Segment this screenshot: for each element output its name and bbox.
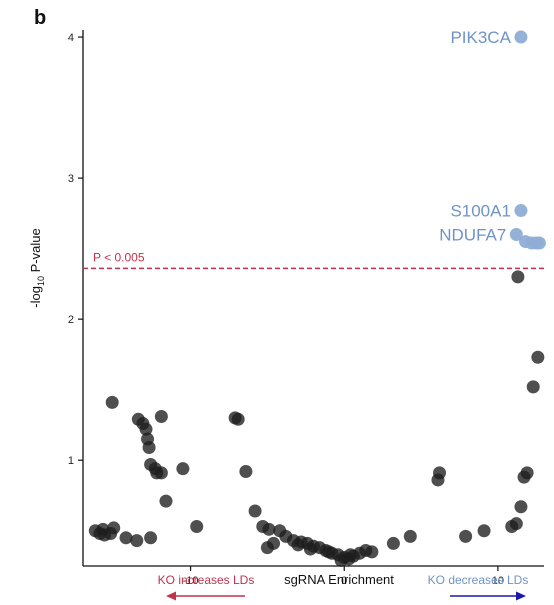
data-point bbox=[531, 350, 545, 364]
data-point bbox=[119, 531, 133, 545]
data-point bbox=[139, 422, 153, 436]
y-axis-title-subscript: 10 bbox=[36, 276, 46, 286]
gene-label: PIK3CA bbox=[450, 28, 511, 47]
data-point bbox=[365, 545, 379, 559]
right-arrow-label: KO decreases LDs bbox=[428, 573, 529, 587]
y-axis-title: -log10 P-value bbox=[28, 228, 46, 307]
data-point bbox=[248, 504, 262, 518]
data-point bbox=[105, 395, 119, 409]
data-point bbox=[154, 409, 168, 423]
x-axis-title: sgRNA Enrichment bbox=[284, 572, 394, 587]
threshold-label: P < 0.005 bbox=[93, 250, 145, 264]
data-point bbox=[403, 529, 417, 543]
x-tick-label: 10 bbox=[492, 575, 504, 587]
data-point bbox=[159, 494, 173, 508]
highlight-point bbox=[532, 236, 546, 250]
data-point bbox=[514, 500, 528, 514]
right-arrow-head bbox=[516, 591, 526, 601]
y-axis-title-tail: P-value bbox=[28, 228, 43, 276]
x-tick-label: 0 bbox=[341, 575, 347, 587]
data-point bbox=[154, 466, 168, 480]
data-point bbox=[386, 536, 400, 550]
x-tick-labels: -10 0 10 bbox=[183, 575, 504, 587]
data-points bbox=[88, 30, 546, 567]
data-point bbox=[176, 462, 190, 476]
left-arrow-head bbox=[166, 591, 176, 601]
data-point bbox=[291, 538, 305, 552]
y-tick-labels: 1 2 3 4 bbox=[68, 32, 74, 467]
right-arrow bbox=[450, 591, 526, 601]
y-axis-title-main: -log bbox=[28, 286, 43, 308]
data-point bbox=[231, 412, 245, 426]
left-arrow bbox=[166, 591, 245, 601]
data-point bbox=[511, 270, 525, 284]
highlight-point bbox=[514, 30, 528, 44]
y-tick-label: 1 bbox=[68, 455, 74, 467]
y-tick-label: 3 bbox=[68, 173, 74, 185]
data-point bbox=[130, 534, 144, 548]
data-point bbox=[107, 521, 121, 535]
gene-label: NDUFA7 bbox=[439, 226, 506, 245]
data-point bbox=[190, 520, 204, 534]
gene-label: S100A1 bbox=[450, 202, 511, 221]
data-point bbox=[517, 470, 531, 484]
data-point bbox=[343, 548, 357, 562]
left-arrow-label: KO increases LDs bbox=[158, 573, 255, 587]
panel-letter: b bbox=[34, 7, 46, 29]
x-tick-label: -10 bbox=[183, 575, 199, 587]
data-point bbox=[526, 380, 540, 394]
data-point bbox=[303, 542, 317, 556]
highlight-point bbox=[509, 228, 523, 242]
data-point bbox=[322, 545, 336, 559]
data-point bbox=[260, 541, 274, 555]
gene-labels: PIK3CA S100A1 NDUFA7 bbox=[439, 28, 511, 244]
data-point bbox=[262, 522, 276, 536]
data-point bbox=[431, 473, 445, 487]
axes bbox=[78, 30, 544, 571]
data-point bbox=[477, 524, 491, 538]
y-tick-label: 2 bbox=[68, 314, 74, 326]
y-tick-label: 4 bbox=[68, 32, 74, 44]
data-point bbox=[144, 531, 158, 545]
data-point bbox=[142, 441, 156, 455]
data-point bbox=[459, 529, 473, 543]
data-point bbox=[239, 464, 253, 478]
data-point bbox=[505, 520, 519, 534]
highlight-point bbox=[514, 204, 528, 218]
